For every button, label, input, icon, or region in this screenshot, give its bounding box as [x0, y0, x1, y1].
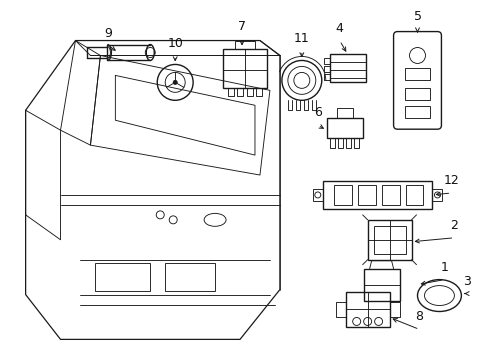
Text: 4: 4: [335, 22, 343, 35]
Bar: [333, 185, 351, 205]
Bar: [329, 54, 365, 82]
Text: 6: 6: [313, 106, 321, 119]
Bar: [223, 49, 266, 88]
Bar: [357, 185, 375, 205]
Text: 12: 12: [443, 174, 458, 187]
Text: 10: 10: [167, 36, 183, 50]
Bar: [165, 263, 215, 291]
Bar: [322, 181, 431, 209]
Text: 8: 8: [415, 310, 423, 323]
Bar: [381, 185, 399, 205]
Text: 1: 1: [440, 261, 447, 274]
Bar: [404, 106, 429, 118]
Bar: [326, 118, 362, 138]
Circle shape: [173, 80, 177, 84]
Bar: [404, 88, 429, 100]
Text: 11: 11: [293, 32, 309, 45]
Text: 9: 9: [104, 27, 112, 40]
Text: 5: 5: [413, 10, 421, 23]
Bar: [95, 263, 150, 291]
Bar: [431, 189, 442, 201]
Bar: [405, 185, 423, 205]
Text: 2: 2: [449, 219, 457, 232]
Bar: [363, 269, 399, 301]
Bar: [345, 292, 389, 328]
Bar: [404, 68, 429, 80]
Bar: [235, 41, 254, 49]
Bar: [312, 189, 322, 201]
Bar: [373, 226, 405, 254]
Text: 3: 3: [463, 275, 470, 288]
Bar: [367, 220, 411, 260]
Text: 7: 7: [238, 19, 245, 32]
